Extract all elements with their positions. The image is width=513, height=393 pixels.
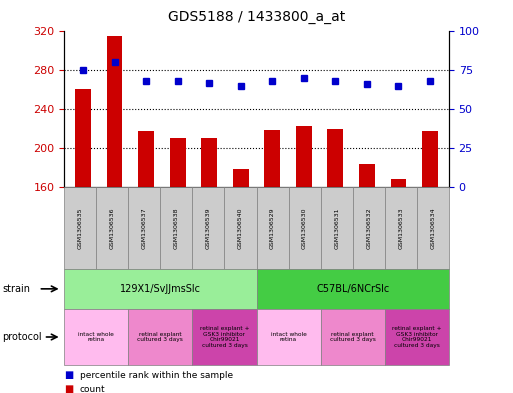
Text: C57BL/6NCrSlc: C57BL/6NCrSlc: [316, 284, 389, 294]
Text: GSM1306537: GSM1306537: [142, 207, 147, 249]
Text: GSM1306529: GSM1306529: [270, 207, 275, 249]
Text: GSM1306533: GSM1306533: [398, 207, 403, 249]
Bar: [327, 129, 343, 187]
Text: ■: ■: [64, 370, 73, 380]
Text: GSM1306530: GSM1306530: [302, 207, 307, 249]
Text: retinal explant +
GSK3 inhibitor
Chir99021
cultured 3 days: retinal explant + GSK3 inhibitor Chir990…: [200, 326, 249, 348]
Text: 129X1/SvJJmsSlc: 129X1/SvJJmsSlc: [120, 284, 201, 294]
Bar: [233, 169, 249, 187]
Text: GDS5188 / 1433800_a_at: GDS5188 / 1433800_a_at: [168, 10, 345, 24]
Bar: [201, 138, 217, 187]
Text: intact whole
retina: intact whole retina: [78, 332, 114, 342]
Text: GSM1306534: GSM1306534: [430, 207, 436, 249]
Bar: [170, 138, 186, 187]
Text: percentile rank within the sample: percentile rank within the sample: [80, 371, 232, 380]
Bar: [107, 36, 123, 187]
Bar: [296, 125, 312, 187]
Text: count: count: [80, 385, 105, 393]
Text: GSM1306540: GSM1306540: [238, 207, 243, 249]
Bar: [264, 130, 280, 187]
Text: ■: ■: [64, 384, 73, 393]
Text: intact whole
retina: intact whole retina: [271, 332, 306, 342]
Text: GSM1306536: GSM1306536: [110, 207, 115, 249]
Text: retinal explant
cultured 3 days: retinal explant cultured 3 days: [330, 332, 376, 342]
Bar: [138, 131, 154, 187]
Bar: [359, 164, 375, 187]
Text: protocol: protocol: [3, 332, 42, 342]
Bar: [390, 179, 406, 187]
Text: GSM1306535: GSM1306535: [77, 207, 83, 249]
Text: GSM1306531: GSM1306531: [334, 207, 339, 249]
Bar: [422, 131, 438, 187]
Text: GSM1306538: GSM1306538: [174, 207, 179, 249]
Bar: [75, 89, 91, 187]
Text: retinal explant
cultured 3 days: retinal explant cultured 3 days: [137, 332, 183, 342]
Text: strain: strain: [3, 284, 31, 294]
Text: GSM1306532: GSM1306532: [366, 207, 371, 249]
Text: retinal explant +
GSK3 inhibitor
Chir99021
cultured 3 days: retinal explant + GSK3 inhibitor Chir990…: [392, 326, 442, 348]
Text: GSM1306539: GSM1306539: [206, 207, 211, 249]
